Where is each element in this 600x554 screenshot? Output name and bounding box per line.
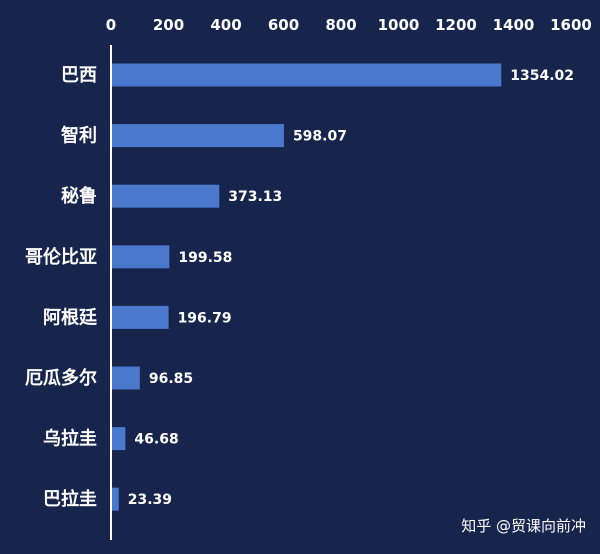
bar [112,184,220,208]
category-label: 智利 [61,125,97,147]
x-tick-label: 800 [325,16,356,34]
category-label: 巴西 [61,65,97,86]
category-label: 阿根廷 [43,306,98,328]
data-label: 598.07 [293,129,347,145]
data-label: 373.13 [228,189,282,205]
bar [112,124,284,148]
bar [112,305,169,329]
category-label: 厄瓜多尔 [25,367,97,389]
bar [112,245,170,269]
category-label: 秘鲁 [61,185,97,207]
data-label: 1354.02 [510,68,574,84]
category-label: 巴拉圭 [43,488,97,510]
x-tick-label: 1200 [435,16,477,34]
data-label: 96.85 [149,371,193,387]
x-tick-label: 200 [153,16,184,34]
x-tick-label: 400 [210,16,241,34]
x-tick-label: 1000 [378,16,420,34]
x-tick-label: 1600 [550,16,592,34]
data-label: 196.79 [178,310,232,326]
bar [112,487,119,511]
x-tick-label: 0 [106,16,116,34]
data-label: 46.68 [134,432,178,448]
bar [112,63,502,87]
bar [112,366,140,390]
watermark: 知乎 @贸课向前冲 [461,517,586,535]
data-label: 199.58 [178,250,232,266]
category-label: 哥伦比亚 [25,246,97,268]
data-label: 23.39 [128,492,172,508]
category-label: 乌拉圭 [43,428,97,450]
x-tick-label: 1400 [493,16,535,34]
x-tick-label: 600 [268,16,299,34]
bar [112,427,126,451]
